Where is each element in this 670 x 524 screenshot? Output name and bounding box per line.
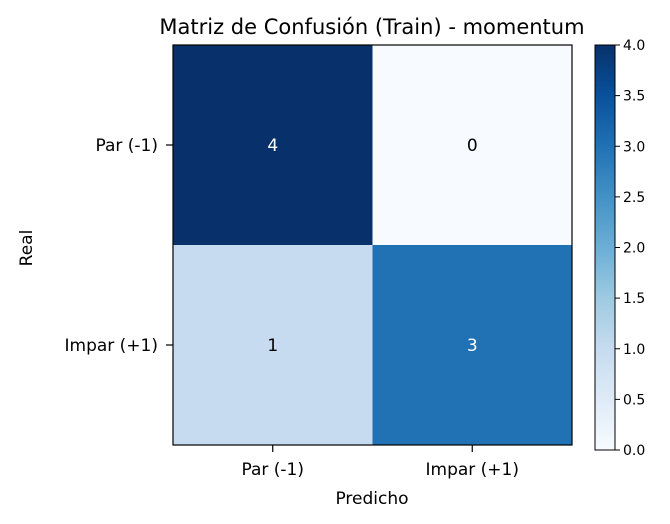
colorbar-tick-label: 0.5 (623, 392, 645, 408)
y-tick-label: Par (-1) (95, 136, 158, 156)
colorbar-tick-label: 4.0 (623, 38, 645, 54)
colorbar-ticks: 0.0 0.5 1.0 1.5 2.0 2.5 3.0 3.5 4.0 (615, 38, 645, 459)
heatmap-cell-label: 0 (467, 136, 478, 156)
colorbar-gradient (594, 44, 616, 451)
colorbar-tick-label: 2.0 (623, 241, 645, 257)
colorbar-tick-label: 1.5 (623, 291, 645, 307)
heatmap-cell-label: 4 (267, 136, 278, 156)
heatmap-cell-label: 3 (467, 336, 478, 356)
plot-frame (172, 44, 573, 446)
heatmap-cell (173, 245, 373, 445)
heatmap-cell (173, 45, 373, 245)
colorbar-tick-label: 2.5 (623, 190, 645, 206)
y-axis-ticks: Par (-1) Impar (+1) (65, 136, 173, 356)
heatmap-cell-label: 1 (267, 336, 278, 356)
heatmap-cell (372, 45, 572, 245)
colorbar-tick-label: 3.0 (623, 139, 645, 155)
colorbar-tick-label: 0.0 (623, 443, 645, 459)
colorbar-tick-label: 3.5 (623, 89, 645, 105)
colorbar-tick-label: 1.0 (623, 342, 645, 358)
x-axis-ticks: Par (-1) Impar (+1) (241, 445, 519, 480)
y-tick-label: Impar (+1) (65, 336, 159, 356)
heatmap-cells (173, 45, 572, 445)
x-tick-label: Impar (+1) (426, 460, 520, 480)
y-axis-label: Real (17, 230, 37, 267)
heatmap-cell-labels: 4 0 1 3 (267, 136, 477, 356)
chart-title: Matriz de Confusión (Train) - momentum (159, 15, 584, 39)
x-tick-label: Par (-1) (241, 460, 304, 480)
heatmap-cell (372, 245, 572, 445)
x-axis-label: Predicho (335, 489, 408, 509)
